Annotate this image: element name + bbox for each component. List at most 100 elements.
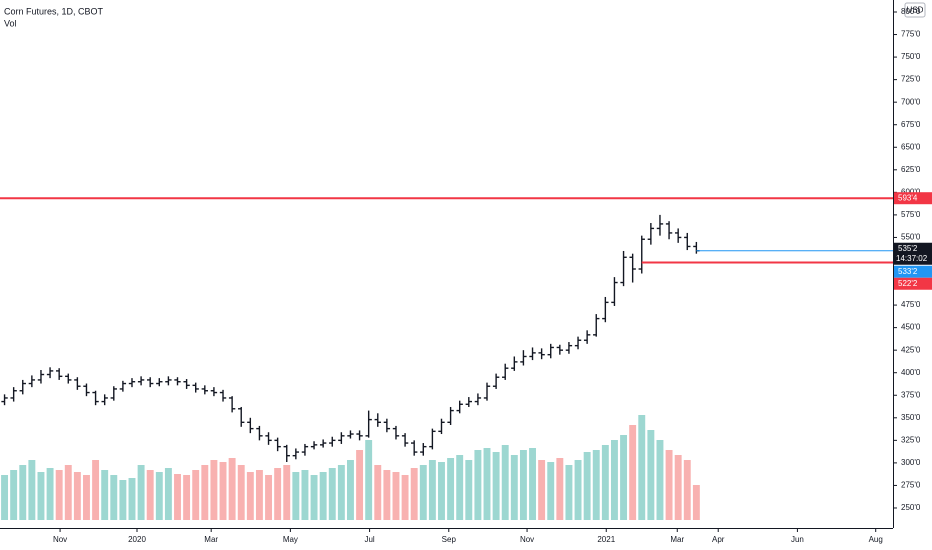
volume-bar (383, 470, 391, 520)
volume-bar (37, 472, 45, 520)
volume-bar (228, 458, 236, 520)
y-tick-label: 725'0 (901, 75, 921, 84)
volume-bar (428, 460, 436, 520)
line-label: 593'4 (898, 193, 918, 202)
x-tick-label: 2021 (597, 535, 615, 544)
line-label-box (894, 192, 932, 205)
y-tick-label: 700'0 (901, 97, 921, 106)
volume-bar (465, 460, 473, 520)
last-price-label: 535'2 (898, 244, 918, 253)
x-tick-label: May (283, 535, 298, 544)
volume-bar (146, 470, 154, 520)
line-label-box (894, 277, 932, 290)
volume-bar (210, 460, 218, 520)
y-tick-label: 300'0 (901, 458, 921, 467)
last-price-box (894, 242, 932, 265)
x-tick-label: Mar (670, 535, 684, 544)
volume-bar (164, 468, 172, 520)
x-tick-label: 2020 (128, 535, 146, 544)
volume-bar (347, 460, 354, 520)
volume-bar (501, 445, 509, 520)
volume-bar (101, 470, 109, 520)
volume-bar (28, 460, 36, 520)
volume-bar (110, 475, 118, 520)
volume-bar (456, 455, 464, 520)
y-tick-label: 250'0 (901, 503, 921, 512)
volume-bar (392, 472, 400, 520)
countdown-label: 14:37:02 (896, 254, 928, 263)
volume-bar (192, 470, 200, 520)
x-tick-label: Aug (869, 535, 883, 544)
volume-bar (274, 468, 282, 520)
y-tick-label: 550'0 (901, 233, 921, 242)
volume-bar (483, 448, 491, 520)
x-tick-label: Nov (520, 535, 534, 544)
volume-bar (328, 468, 336, 520)
x-tick-label: Sep (442, 535, 457, 544)
y-tick-label: 600'0 (901, 187, 921, 196)
volume-bar (419, 465, 427, 520)
marker-label: 533'2 (898, 267, 918, 276)
volume-bar (410, 468, 418, 520)
volume-bar (674, 455, 682, 520)
y-tick-label: 375'0 (901, 390, 921, 399)
y-tick-label: 775'0 (901, 30, 921, 39)
volume-bar (237, 465, 245, 520)
volume-bar (656, 440, 664, 520)
y-tick-label: 475'0 (901, 300, 921, 309)
volume-bar (292, 472, 300, 520)
chart-title: Corn Futures, 1D, CBOT (4, 6, 104, 16)
volume-bar (246, 472, 254, 520)
y-tick-label: 400'0 (901, 368, 921, 377)
volume-bar (356, 450, 364, 520)
x-tick-label: Jul (364, 535, 374, 544)
x-tick-label: Mar (204, 535, 218, 544)
marker-label-box (894, 265, 932, 278)
volume-bar (592, 450, 600, 520)
volume-bar (565, 465, 573, 520)
y-tick-label: 625'0 (901, 165, 921, 174)
volume-bar (538, 460, 546, 520)
volume-bar (692, 485, 700, 520)
volume-bar (201, 465, 209, 520)
volume-bar (1, 475, 9, 520)
volume-bar (647, 430, 655, 520)
volume-bar (183, 475, 191, 520)
volume-bar (438, 462, 445, 520)
volume-bar (529, 448, 536, 520)
y-tick-label: 575'0 (901, 210, 921, 219)
volume-bar (665, 450, 673, 520)
volume-bar (83, 475, 90, 520)
y-tick-label: 425'0 (901, 345, 921, 354)
volume-bar (574, 460, 582, 520)
volume-bar (174, 474, 181, 520)
volume-bar (55, 470, 63, 520)
volume-bar (610, 440, 618, 520)
volume-bar (119, 480, 127, 520)
volume-bar (301, 470, 309, 520)
volume-bar (492, 452, 500, 520)
volume-bar (64, 465, 72, 520)
x-tick-label: Jun (791, 535, 804, 544)
volume-bar (374, 465, 382, 520)
y-tick-label: 450'0 (901, 323, 921, 332)
currency-button[interactable] (904, 2, 926, 18)
volume-bar (219, 462, 227, 520)
volume-bar (92, 460, 100, 520)
y-tick-label: 650'0 (901, 142, 921, 151)
volume-bar (556, 458, 564, 520)
y-tick-label: 325'0 (901, 435, 921, 444)
line-label: 522'2 (898, 279, 918, 288)
volume-bar (255, 470, 263, 520)
volume-bar (137, 465, 145, 520)
volume-bar (601, 445, 609, 520)
volume-bar (638, 415, 646, 520)
x-tick-label: Nov (53, 535, 67, 544)
volume-bar (519, 450, 527, 520)
volume-bar (620, 435, 628, 520)
currency-label[interactable]: USD (907, 6, 924, 15)
volume-bar (155, 472, 163, 520)
volume-bar (447, 458, 455, 520)
